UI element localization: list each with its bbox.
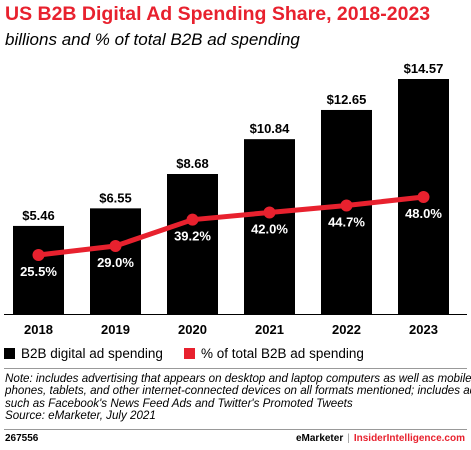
percent-share-line [36,194,426,258]
legend-swatch-line [184,348,195,359]
bar-value-label-2022: $12.65 [327,92,367,107]
brand-separator: | [347,433,350,444]
line-value-label-2020: 39.2% [174,229,211,244]
line-value-label-2018: 25.5% [20,264,57,279]
x-tick-label-2020: 2020 [178,322,207,337]
bar-value-label-2018: $5.46 [22,208,55,223]
chart-note: Note: includes advertising that appears … [5,372,471,423]
line-value-label-2019: 29.0% [97,255,134,270]
line-point-2018 [32,249,45,261]
note-line-1: Note: includes advertising that appears … [5,372,471,385]
bar-2018 [13,225,64,314]
line-value-label-2021: 42.0% [251,221,288,236]
bar-value-label-2019: $6.55 [99,190,132,205]
bar-2022 [321,109,372,314]
x-tick-label-2022: 2022 [332,322,361,337]
bar-2020 [167,174,218,314]
footer-divider [4,429,467,430]
site-name: InsiderIntelligence.com [353,433,465,444]
bar-2021 [244,139,295,314]
line-point-2020 [186,213,199,226]
note-divider-top [4,368,467,369]
note-line-2: phones, tablets, and other internet-conn… [5,384,471,398]
brand-name: eMarketer [295,433,344,444]
bar-value-label-2021: $10.84 [250,121,291,136]
legend-label-bars: B2B digital ad spending [21,346,163,361]
footer-brand: eMarketer | InsiderIntelligence.com [296,433,465,444]
line-value-label-2023: 48.0% [405,206,442,221]
chart-title: US B2B Digital Ad Spending Share, 2018-2… [5,3,431,25]
legend-item-bars: B2B digital ad spending [4,346,163,361]
legend-item-line: % of total B2B ad spending [184,346,364,361]
x-tick-label-2023: 2023 [409,322,438,337]
combo-bar-line-chart: $5.46 $6.55 $8.68 $10.84 $12.65 $14.57 25.5% 29… [4,61,467,337]
x-tick-label-2018: 2018 [24,322,53,337]
line-value-label-2022: 44.7% [328,215,365,230]
source-line: Source: eMarketer, July 2021 [5,409,156,423]
legend-label-line: % of total B2B ad spending [201,346,364,361]
bar-value-label-2023: $14.57 [404,61,444,76]
line-point-2023 [417,191,430,203]
note-line-3: such as Facebook's News Feed Ads and Twi… [5,396,353,410]
line-point-2019 [109,239,122,252]
line-point-2022 [340,199,353,212]
line-point-2021 [263,206,276,219]
legend-swatch-bars [4,348,15,359]
bar-2019 [90,208,141,314]
chart-subtitle: billions and % of total B2B ad spending [5,30,300,49]
bar-value-label-2020: $8.68 [176,156,209,171]
x-tick-label-2021: 2021 [255,322,284,337]
x-tick-label-2019: 2019 [101,322,130,337]
chart-id: 267556 [5,433,39,444]
